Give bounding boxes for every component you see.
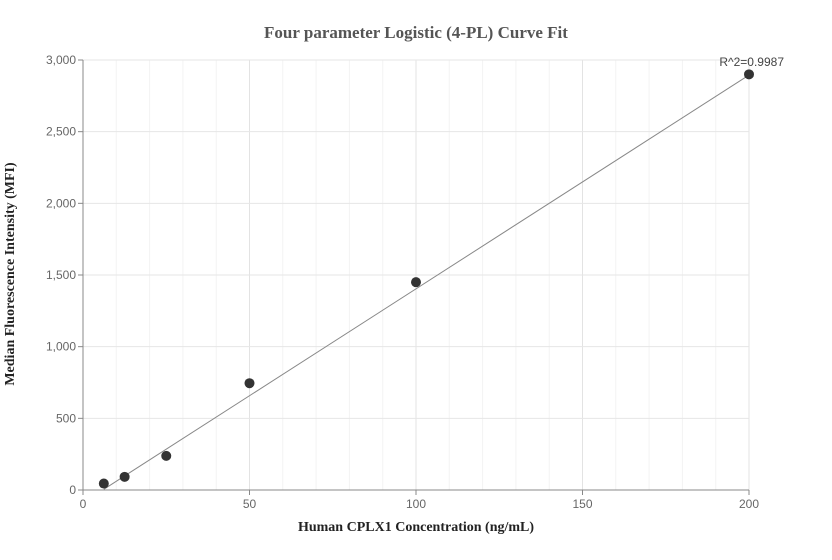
fit-curve (103, 74, 750, 490)
data-point (98, 478, 109, 489)
chart-title: Four parameter Logistic (4-PL) Curve Fit (264, 23, 568, 42)
y-tick-label: 3,000 (46, 53, 76, 67)
x-tick-label: 150 (572, 497, 592, 511)
fit-curve-layer (103, 74, 750, 490)
data-point (161, 450, 172, 461)
axes (78, 59, 750, 495)
y-tick-label: 0 (69, 483, 76, 497)
y-axis-title: Median Fluorescence Intensity (MFI) (3, 162, 18, 386)
x-tick-label: 50 (243, 497, 257, 511)
y-tick-label: 1,000 (46, 340, 76, 354)
grid (83, 59, 750, 490)
data-point (119, 471, 130, 482)
tick-labels: 0 50 100 150 200 0 500 1,000 1,500 2,000 2,500 3,00… (46, 53, 759, 511)
data-point (411, 277, 421, 288)
r-squared-annotation: R^2=0.9987 (719, 55, 784, 69)
data-point (744, 69, 754, 80)
x-axis-title: Human CPLX1 Concentration (ng/mL) (298, 520, 534, 535)
x-tick-label: 100 (406, 497, 426, 511)
data-points (98, 69, 754, 489)
y-tick-label: 500 (56, 411, 76, 425)
x-tick-label: 200 (739, 497, 759, 511)
y-tick-label: 2,500 (46, 125, 76, 139)
data-point (244, 378, 255, 389)
y-tick-label: 2,000 (46, 196, 76, 210)
y-tick-label: 1,500 (46, 268, 76, 282)
x-tick-label: 0 (80, 497, 87, 511)
